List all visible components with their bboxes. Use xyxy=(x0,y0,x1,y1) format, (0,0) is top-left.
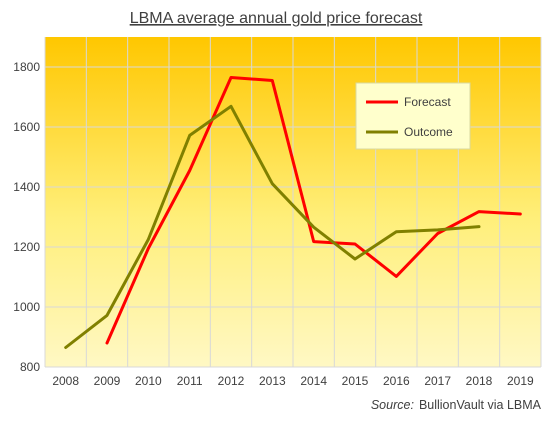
x-tick-label: 2012 xyxy=(218,374,245,388)
x-tick-label: 2016 xyxy=(383,374,410,388)
legend-forecast-label: Forecast xyxy=(404,95,451,109)
x-tick-label: 2008 xyxy=(52,374,79,388)
x-tick-label: 2018 xyxy=(466,374,493,388)
legend-box xyxy=(355,82,471,150)
x-tick-label: 2013 xyxy=(259,374,286,388)
x-tick-label: 2009 xyxy=(94,374,121,388)
x-tick-label: 2017 xyxy=(424,374,451,388)
x-tick-label: 2014 xyxy=(300,374,327,388)
series-line-outcome xyxy=(64,104,481,349)
y-tick-label: 1800 xyxy=(13,60,40,74)
series-line-forecast xyxy=(105,76,522,345)
x-tick-label: 2015 xyxy=(342,374,369,388)
legend: Forecast Outcome xyxy=(355,82,471,150)
y-tick-label: 1000 xyxy=(13,300,40,314)
y-tick-label: 1200 xyxy=(13,240,40,254)
x-axis: 2008 2009 2010 2011 2012 2013 2014 2015 2016 2017… xyxy=(52,374,534,388)
x-tick-label: 2011 xyxy=(177,374,203,388)
chart-title: LBMA average annual gold price forecast xyxy=(130,10,423,27)
y-tick-label: 1600 xyxy=(13,120,40,134)
source-text: BullionVault via LBMA xyxy=(419,398,542,412)
x-tick-label: 2010 xyxy=(135,374,162,388)
x-tick-label: 2019 xyxy=(507,374,534,388)
source-label: Source: xyxy=(371,398,414,412)
series-lines xyxy=(64,76,522,349)
source-note: Source: BullionVault via LBMA xyxy=(371,398,542,412)
y-tick-label: 1400 xyxy=(13,180,40,194)
legend-outcome-label: Outcome xyxy=(404,125,453,139)
y-axis: 800 1000 1200 1400 1600 1800 xyxy=(13,60,40,374)
y-tick-label: 800 xyxy=(20,360,40,374)
